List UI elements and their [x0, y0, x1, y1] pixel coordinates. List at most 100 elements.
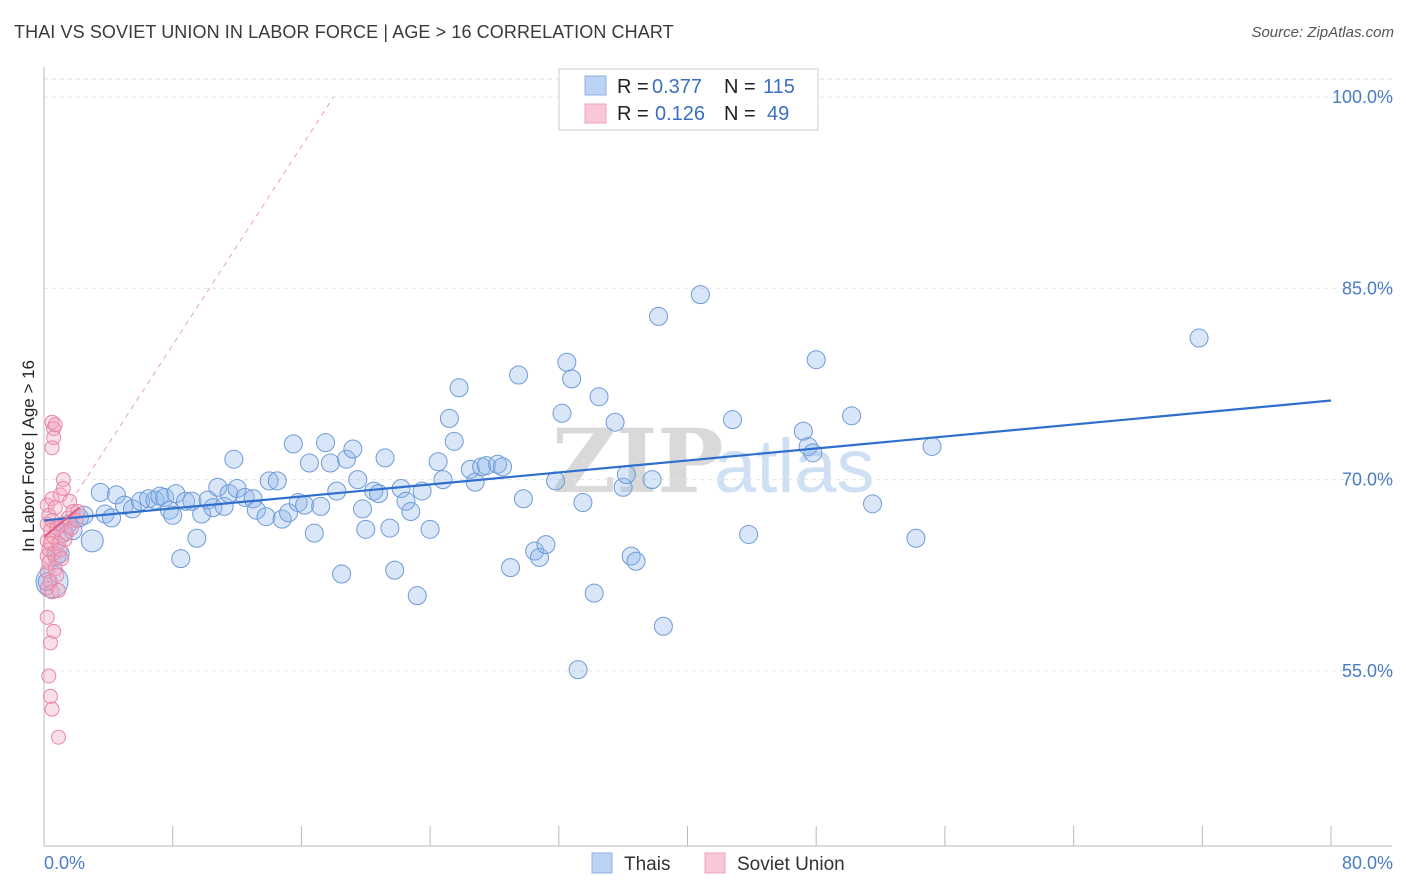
bottom-legend: Thais Soviet Union — [591, 852, 845, 875]
watermark-zip: ZIP — [552, 409, 724, 513]
thais-point-19 — [163, 505, 183, 525]
thais-point-109 — [906, 528, 926, 548]
legend-n-label-soviet: N = — [724, 103, 756, 125]
watermark-atlas: atlas — [714, 424, 875, 509]
thais-point-46 — [311, 496, 331, 516]
legend-swatch-soviet — [584, 103, 607, 124]
thais-point-29 — [214, 496, 234, 516]
thais-point-37 — [259, 471, 279, 491]
axes: 100.0% 85.0% 70.0% 55.0% 0.0% 80.0% — [43, 67, 1393, 873]
thais-point-70 — [444, 431, 464, 451]
thais-point-72 — [460, 459, 480, 479]
thais-point-108 — [863, 494, 883, 514]
thais-point-111 — [1189, 328, 1209, 348]
y-tick-label-0: 100.0% — [1332, 87, 1393, 107]
thais-point-107 — [842, 406, 862, 426]
thais-point-100 — [690, 285, 710, 305]
thais-point-69 — [439, 408, 459, 428]
thais-point-88 — [568, 660, 588, 680]
thais-point-13 — [131, 491, 151, 511]
soviet-point-34 — [50, 729, 66, 745]
thais-point-79 — [509, 365, 529, 385]
legend-r-value-soviet: 0.126 — [655, 103, 705, 125]
watermark: ZIP atlas — [552, 409, 875, 513]
thais-point-64 — [407, 586, 427, 606]
soviet-point-21 — [44, 701, 60, 717]
soviet-point-48 — [70, 503, 86, 519]
soviet-point-10 — [41, 668, 57, 684]
thais-point-71 — [449, 378, 469, 398]
thais-point-97 — [642, 470, 662, 490]
thais-point-86 — [557, 352, 577, 372]
legend-n-label-thais: N = — [724, 76, 756, 98]
bottom-legend-label-soviet: Soviet Union — [737, 854, 845, 875]
y-tick-label-1: 85.0% — [1342, 278, 1393, 298]
thais-point-10 — [106, 485, 126, 505]
thais-point-47 — [316, 433, 336, 453]
thais-point-21 — [171, 549, 191, 569]
thais-point-31 — [224, 449, 244, 469]
thais-point-78 — [501, 558, 521, 578]
thais-point-44 — [299, 453, 319, 473]
thais-point-57 — [369, 484, 389, 504]
thais-point-20 — [166, 484, 186, 504]
soviet-point-18 — [44, 491, 60, 507]
thais-point-62 — [396, 491, 416, 511]
y-axis-title: In Labor Force | Age > 16 — [19, 360, 38, 552]
thais-point-103 — [793, 421, 813, 441]
thais-point-105 — [803, 443, 823, 463]
thais-point-102 — [739, 524, 759, 544]
thais-point-81 — [525, 541, 545, 561]
thais-point-92 — [605, 412, 625, 432]
soviet-point-14 — [42, 635, 58, 651]
x-tick-label-max: 80.0% — [1342, 853, 1393, 873]
thais-point-98 — [649, 306, 669, 326]
x-tick-label-min: 0.0% — [44, 853, 85, 873]
thais-point-38 — [267, 471, 287, 491]
thais-point-91 — [589, 387, 609, 407]
chart-title: THAI VS SOVIET UNION IN LABOR FORCE | AG… — [14, 22, 674, 42]
thais-point-36 — [256, 507, 276, 527]
trend-lines — [43, 399, 1332, 538]
legend-r-label-soviet: R = — [617, 103, 649, 125]
thais-point-58 — [375, 448, 395, 468]
thais-point-6 — [80, 529, 104, 553]
thais-point-66 — [420, 519, 440, 539]
soviet-point-31 — [49, 567, 65, 583]
thais-point-94 — [616, 464, 636, 484]
thais-point-67 — [428, 452, 448, 472]
thais-point-24 — [187, 528, 207, 548]
gridlines — [44, 78, 1392, 672]
soviet-point-38 — [54, 551, 70, 567]
soviet-point-39 — [55, 472, 71, 488]
thais-point-63 — [401, 501, 421, 521]
thais-point-54 — [353, 499, 373, 519]
thais-point-59 — [380, 518, 400, 538]
soviet-point-28 — [47, 500, 63, 516]
soviet-point-45 — [63, 520, 79, 536]
thais-point-60 — [385, 560, 405, 580]
thais-point-7 — [90, 482, 110, 502]
thais-point-49 — [327, 481, 347, 501]
thais-point-48 — [320, 453, 340, 473]
chart-source: Source: ZipAtlas.com — [1251, 24, 1394, 41]
thais-point-101 — [723, 410, 743, 430]
series-soviet-union-points — [39, 414, 86, 745]
legend-r-label-thais: R = — [617, 76, 649, 98]
thais-point-45 — [304, 523, 324, 543]
legend-swatch-thais — [584, 75, 607, 96]
thais-point-93 — [613, 477, 633, 497]
reference-line — [43, 96, 334, 544]
legend: R = 0.377 N = 115 R = 0.126 N = 49 — [558, 68, 819, 131]
thais-point-55 — [356, 519, 376, 539]
thais-point-43 — [295, 495, 315, 515]
soviet-point-6 — [39, 609, 55, 625]
thais-point-87 — [562, 369, 582, 389]
thais-point-96 — [626, 551, 646, 571]
thais-point-28 — [208, 477, 228, 497]
bottom-legend-label-thais: Thais — [624, 854, 670, 875]
thais-point-80 — [513, 489, 533, 509]
thais-point-110 — [922, 436, 942, 456]
thais-point-90 — [584, 583, 604, 603]
